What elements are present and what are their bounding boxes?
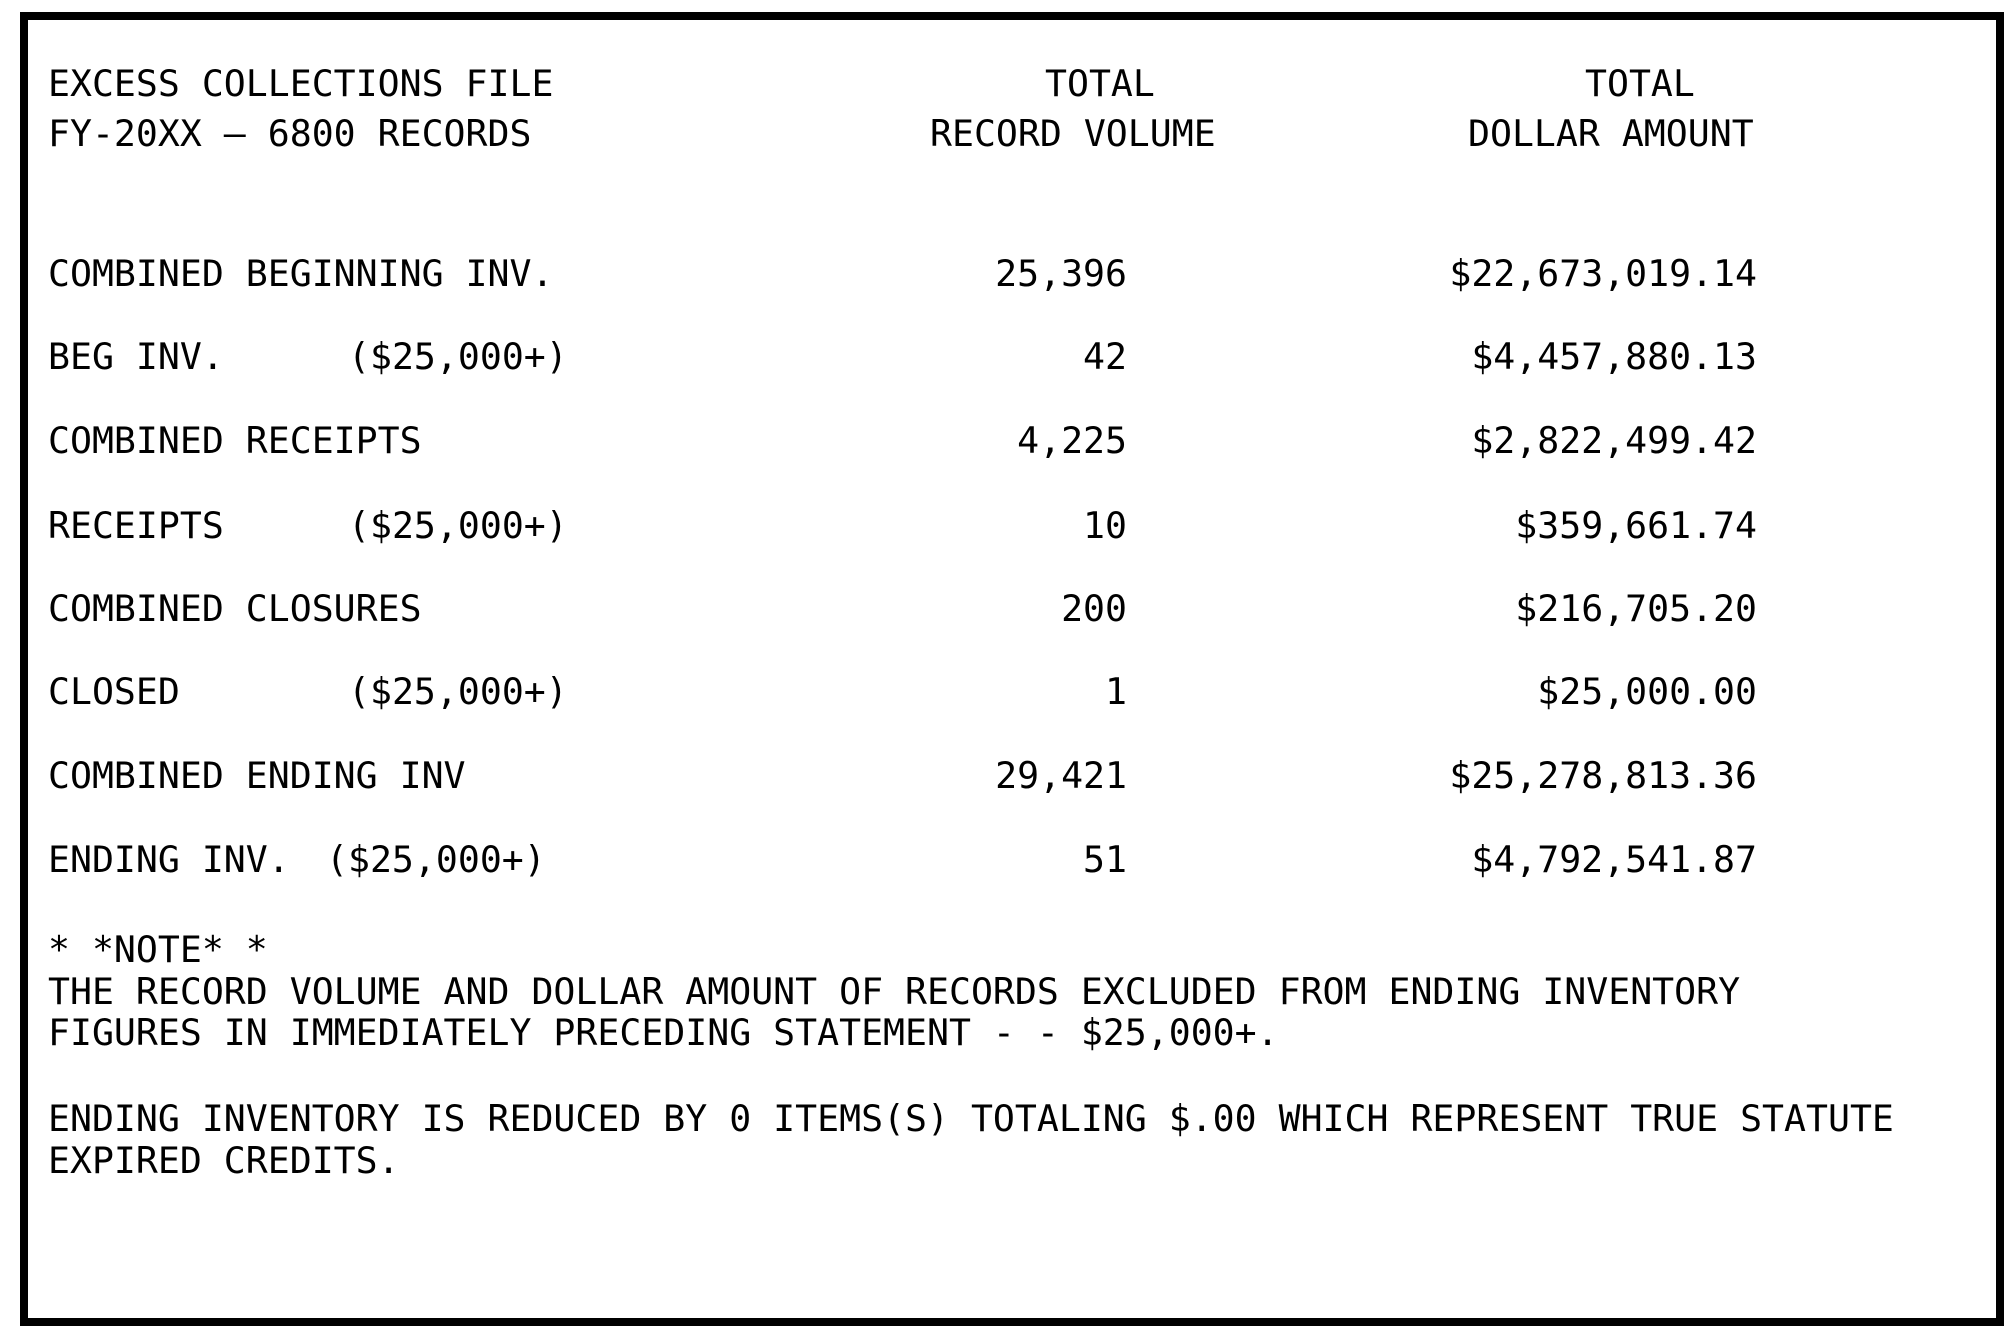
note-heading: * *NOTE* * xyxy=(48,928,268,971)
footer-text-line2: EXPIRED CREDITS. xyxy=(48,1139,400,1182)
row-dollar-amount: $25,000.00 xyxy=(1537,670,1757,713)
row-dollar-amount: $359,661.74 xyxy=(1515,504,1757,547)
row-label: BEG INV. xyxy=(48,335,224,378)
row-qualifier: ($25,000+) xyxy=(348,504,568,547)
row-label: COMBINED RECEIPTS xyxy=(48,419,422,462)
table-row: COMBINED ENDING INV 29,421 $25,278,813.3… xyxy=(0,754,2012,798)
table-row: BEG INV. ($25,000+) 42 $4,457,880.13 xyxy=(0,335,2012,379)
row-record-volume: 25,396 xyxy=(995,252,1127,295)
table-row: RECEIPTS ($25,000+) 10 $359,661.74 xyxy=(0,504,2012,548)
row-dollar-amount: $22,673,019.14 xyxy=(1449,252,1757,295)
table-row: ENDING INV. ($25,000+) 51 $4,792,541.87 xyxy=(0,838,2012,882)
volume-column-header-record-volume: RECORD VOLUME xyxy=(930,112,1216,155)
row-label: ENDING INV. xyxy=(48,838,290,881)
report-border-frame xyxy=(20,12,2004,1326)
row-qualifier: ($25,000+) xyxy=(348,335,568,378)
table-row: COMBINED RECEIPTS 4,225 $2,822,499.42 xyxy=(0,419,2012,463)
row-label: COMBINED ENDING INV xyxy=(48,754,466,797)
table-row: CLOSED ($25,000+) 1 $25,000.00 xyxy=(0,670,2012,714)
report-title-line1: EXCESS COLLECTIONS FILE xyxy=(48,62,554,105)
row-dollar-amount: $25,278,813.36 xyxy=(1449,754,1757,797)
report-title-line2: FY-20XX – 6800 RECORDS xyxy=(48,112,532,155)
row-record-volume: 51 xyxy=(1083,838,1127,881)
volume-column-header-total: TOTAL xyxy=(1045,62,1155,105)
row-record-volume: 29,421 xyxy=(995,754,1127,797)
row-record-volume: 42 xyxy=(1083,335,1127,378)
amount-column-header-dollar-amount: DOLLAR AMOUNT xyxy=(1468,112,1754,155)
row-record-volume: 1 xyxy=(1105,670,1127,713)
row-qualifier: ($25,000+) xyxy=(326,838,546,881)
row-label: COMBINED CLOSURES xyxy=(48,587,422,630)
row-qualifier: ($25,000+) xyxy=(348,670,568,713)
note-text-line1: THE RECORD VOLUME AND DOLLAR AMOUNT OF R… xyxy=(48,970,1741,1013)
row-record-volume: 10 xyxy=(1083,504,1127,547)
table-row: COMBINED BEGINNING INV. 25,396 $22,673,0… xyxy=(0,252,2012,296)
table-row: COMBINED CLOSURES 200 $216,705.20 xyxy=(0,587,2012,631)
row-label: RECEIPTS xyxy=(48,504,224,547)
note-text-line2: FIGURES IN IMMEDIATELY PRECEDING STATEME… xyxy=(48,1011,1279,1054)
amount-column-header-total: TOTAL xyxy=(1585,62,1695,105)
row-label: CLOSED xyxy=(48,670,180,713)
row-dollar-amount: $4,457,880.13 xyxy=(1471,335,1757,378)
row-label: COMBINED BEGINNING INV. xyxy=(48,252,554,295)
row-record-volume: 4,225 xyxy=(1017,419,1127,462)
footer-text-line1: ENDING INVENTORY IS REDUCED BY 0 ITEMS(S… xyxy=(48,1097,1894,1140)
row-record-volume: 200 xyxy=(1061,587,1127,630)
row-dollar-amount: $216,705.20 xyxy=(1515,587,1757,630)
row-dollar-amount: $2,822,499.42 xyxy=(1471,419,1757,462)
row-dollar-amount: $4,792,541.87 xyxy=(1471,838,1757,881)
